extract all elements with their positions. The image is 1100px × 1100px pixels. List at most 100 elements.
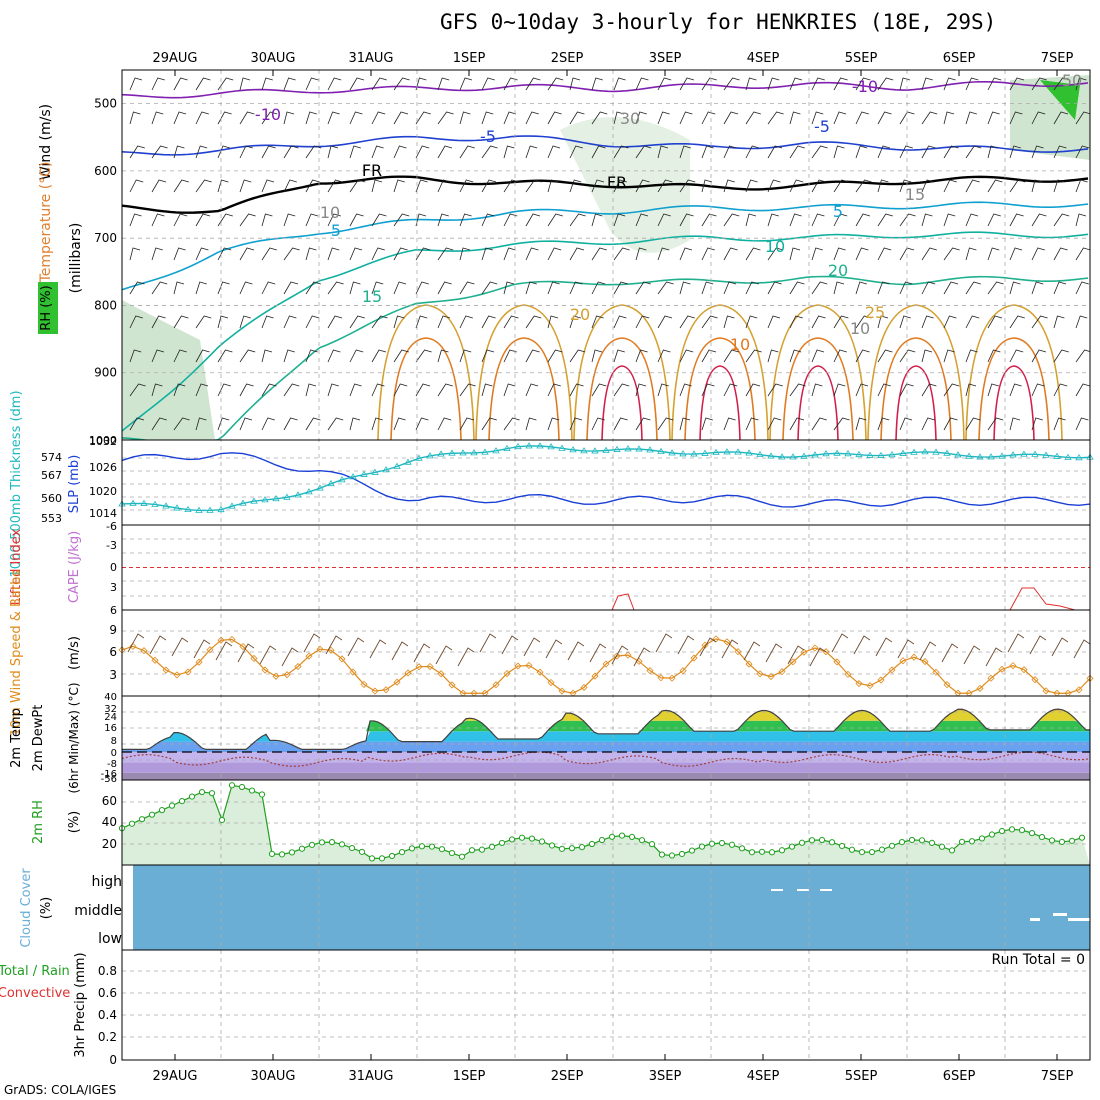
- thickness-point: [250, 497, 258, 504]
- wind-barb: [591, 383, 607, 397]
- wind-barb: [569, 247, 585, 261]
- wind-barb: [151, 417, 167, 431]
- wind-barb: [129, 417, 145, 431]
- wind-barb: [855, 145, 868, 159]
- wind-speed-point: [1031, 676, 1039, 684]
- date-label-bottom: 1SEP: [453, 1069, 486, 1084]
- temp-tick-label: -8: [107, 759, 117, 770]
- panel-frame-precip: [121, 949, 1091, 1061]
- wind-speed-point: [140, 647, 148, 655]
- wind-barb: [173, 349, 187, 363]
- thickness-point: [140, 499, 148, 506]
- wind-barb: [943, 111, 955, 125]
- thickness-point: [1064, 453, 1072, 460]
- isotherm-line: [122, 80, 1089, 99]
- wind-speed-point: [217, 636, 225, 644]
- wind-barb: [547, 111, 562, 125]
- wind-barb: [1009, 247, 1023, 261]
- wind-barb: [547, 77, 564, 91]
- wind-barb: [789, 417, 805, 431]
- wind-barb: [657, 281, 674, 295]
- wind-barb: [349, 179, 366, 193]
- wind-barb: [1053, 281, 1067, 295]
- wind-barb: [657, 179, 673, 193]
- wind-barb: [305, 417, 321, 431]
- wind-barb: [415, 281, 429, 295]
- wind-barb-10m: [941, 643, 959, 663]
- wind-barb: [371, 213, 387, 227]
- wind-barb: [547, 383, 561, 397]
- lifted-tick-label: -3: [106, 539, 117, 552]
- wind-barb: [1031, 281, 1044, 295]
- wind-barb: [195, 77, 211, 91]
- temp-line: [122, 708, 1090, 750]
- wind-barb: [503, 111, 517, 125]
- wind-barb: [987, 417, 1004, 431]
- wind-barb: [569, 417, 583, 431]
- wind-barb: [393, 349, 409, 363]
- wind-barb: [1075, 179, 1088, 193]
- wind-speed-point: [932, 668, 940, 676]
- profile-label-wind: Wind (m/s): [38, 104, 54, 180]
- thickness-point: [261, 496, 269, 503]
- wind-barb: [151, 111, 164, 125]
- wind-barb-10m: [325, 635, 343, 655]
- date-label-top: 30AUG: [250, 51, 295, 66]
- wind-barb: [701, 247, 715, 261]
- rh-point: [198, 788, 206, 796]
- rh-point: [208, 790, 216, 797]
- wind-speed-point: [547, 678, 555, 687]
- wind-speed-point: [976, 684, 984, 693]
- wind-barb: [261, 213, 273, 227]
- wind-barb: [503, 383, 516, 397]
- wind-barb: [393, 111, 409, 125]
- rh-point: [648, 841, 656, 848]
- rh-point: [128, 820, 136, 827]
- wind-barb: [1009, 77, 1025, 91]
- wind-barb: [503, 281, 515, 295]
- wind-barb: [943, 281, 959, 295]
- wind-barb: [569, 111, 585, 125]
- wind-barb: [547, 145, 561, 159]
- thickness-point: [624, 445, 632, 452]
- wind-barb: [305, 315, 320, 329]
- wind-barb: [943, 349, 955, 363]
- wind-speed-point: [943, 681, 951, 689]
- thickness-point: [613, 445, 621, 452]
- wind-barb: [305, 111, 317, 125]
- precip-tick-label: 0.6: [98, 986, 117, 1000]
- wind-barb: [437, 349, 449, 363]
- wind-barb: [877, 179, 889, 193]
- wind-barb: [283, 111, 295, 125]
- wind-speed-point: [591, 672, 599, 680]
- rh-point: [348, 844, 356, 852]
- wind-barb: [371, 247, 385, 261]
- wind-barb: [481, 145, 498, 159]
- wind-barb: [1075, 383, 1090, 397]
- wind-barb: [965, 247, 977, 261]
- date-label-bottom: 30AUG: [250, 1069, 295, 1084]
- wind-barb: [1031, 77, 1047, 91]
- wind-barb: [921, 111, 938, 125]
- wind-barb: [1053, 77, 1070, 91]
- wind-barb: [767, 281, 782, 295]
- wind-barb: [173, 417, 190, 431]
- wind-barb-10m: [831, 633, 849, 653]
- thickness-point: [767, 452, 775, 459]
- isotherm-dome: [880, 337, 952, 440]
- wind-barb: [833, 281, 845, 295]
- rh-point: [818, 836, 826, 844]
- wind-tick-label: 3: [109, 668, 117, 682]
- wind-barb-10m: [875, 637, 893, 657]
- wind-barb: [613, 349, 625, 363]
- wind-barb-10m: [545, 639, 563, 659]
- cloud-mark: [1068, 918, 1090, 921]
- wind-barb: [987, 213, 1001, 227]
- rh-point: [918, 837, 926, 844]
- wind-barb: [1031, 213, 1047, 227]
- wind-barb: [503, 247, 516, 261]
- wind-barb: [987, 179, 1003, 193]
- wind-barb: [723, 383, 738, 397]
- wind-barb: [723, 247, 738, 261]
- contour-label: -10: [852, 77, 878, 96]
